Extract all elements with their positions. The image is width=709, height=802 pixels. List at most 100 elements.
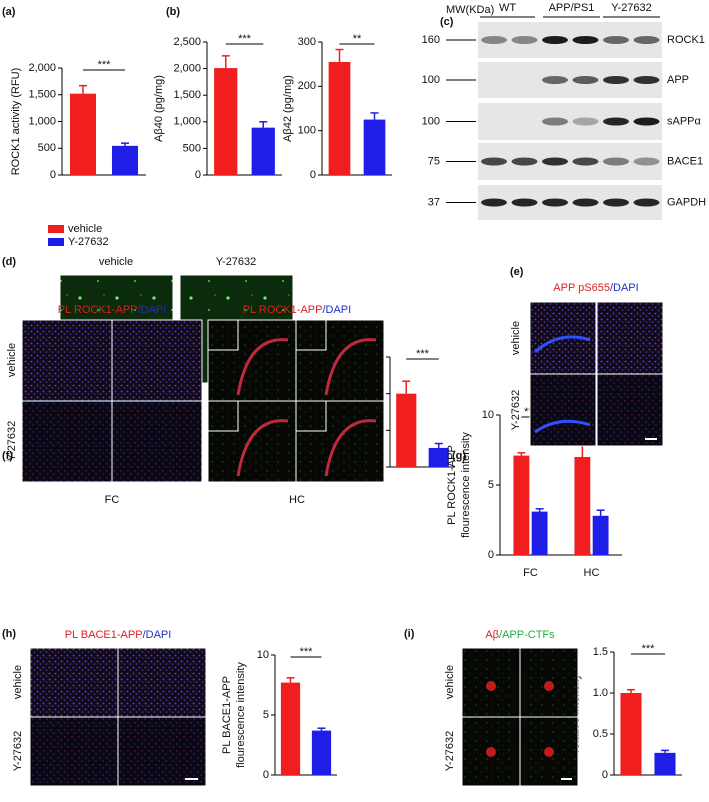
y-tick-label: 2,000 [28, 62, 56, 74]
micrograph [295, 400, 385, 483]
image-title: PL ROCK1-APP/DAPI [243, 304, 351, 316]
figure-layer: (a) (b)(c)(d)(e)(f) (g)(h) (i)05001,0001,50… [2, 2, 706, 787]
blot-mw: 37 [428, 196, 440, 208]
legend-label: vehicle [68, 223, 102, 235]
y-tick-label: 2,500 [173, 36, 201, 48]
blot-label: sAPPα [667, 115, 702, 127]
x-tick-label: HC [584, 567, 600, 579]
bar [654, 752, 676, 775]
bar [574, 457, 591, 555]
y-tick-label: 1,000 [173, 116, 201, 128]
significance-label: *** [238, 33, 252, 45]
y-tick-label: 10 [257, 649, 269, 661]
inset [295, 400, 327, 432]
significance-label: *** [98, 59, 112, 71]
image-title-part: PL ROCK1-APP [58, 304, 138, 316]
x-tick-label: FC [523, 567, 538, 579]
panel-label: (a) [2, 6, 16, 18]
column-label: Y-27632 [216, 256, 257, 268]
image-title-part: PL BACE1-APP [65, 629, 143, 641]
row-label: Y-27632 [510, 390, 522, 431]
panel-label: (d) [2, 256, 16, 268]
blot-band [542, 198, 568, 207]
blot-band [572, 198, 599, 207]
panel-label: (b) [166, 6, 180, 18]
inset [207, 319, 239, 351]
micrograph [21, 319, 113, 402]
blot-band [542, 36, 568, 44]
bar [111, 145, 139, 175]
blot-label: ROCK1 [667, 34, 705, 46]
image-title: Aβ/APP-CTFs [485, 629, 555, 641]
bar [592, 515, 609, 555]
y-axis-label: PL BACE1-APP [221, 676, 233, 754]
image-title-part: Aβ [485, 629, 499, 641]
image-title-part: APP pS655 [553, 282, 610, 294]
blot-band [633, 76, 660, 84]
y-tick-label: 10 [482, 409, 494, 421]
blot-band [603, 36, 629, 44]
y-tick-label: 500 [183, 142, 201, 154]
y-tick-label: 2,000 [173, 63, 201, 75]
bar [513, 455, 530, 555]
y-axis-label: flourescence intensity [235, 662, 247, 768]
row-label: vehicle [510, 321, 522, 355]
blot-band [511, 36, 538, 44]
micrograph [596, 301, 664, 375]
blot-band [633, 117, 660, 126]
micrograph [529, 373, 597, 447]
y-tick-label: 5 [488, 479, 494, 491]
row-label: Y-27632 [12, 731, 24, 772]
blot-band [572, 76, 599, 84]
hippocampus [236, 338, 289, 396]
panel-label: (h) [2, 628, 16, 640]
image-title-part: /DAPI [143, 629, 172, 641]
significance-label: *** [300, 646, 314, 658]
significance-label: *** [416, 348, 430, 360]
blot-band [542, 117, 568, 126]
plaque [486, 681, 496, 691]
y-axis-label: ROCK1 activity (RFU) [10, 68, 22, 176]
y-axis-label: Aβ40 (pg/mg) [153, 75, 165, 142]
micrograph [596, 373, 664, 447]
micrograph [117, 647, 207, 718]
plaque [544, 747, 554, 757]
micrograph [111, 319, 203, 402]
y-tick-label: 5 [263, 709, 269, 721]
image-title: PL ROCK1-APP/DAPI [58, 304, 166, 316]
bar [251, 127, 275, 175]
row-label: vehicle [6, 343, 18, 377]
bar [531, 511, 548, 555]
panel-label: (c) [440, 16, 454, 28]
bar [428, 447, 449, 467]
blot-strip [478, 185, 662, 220]
blot-band [542, 157, 568, 166]
y-tick-label: 200 [298, 80, 316, 92]
blot-band [603, 76, 629, 84]
blot-band [572, 36, 599, 44]
blot-label: BACE1 [667, 155, 703, 167]
blot-band [572, 157, 599, 166]
region-label: HC [289, 494, 305, 506]
blot-band [542, 76, 568, 84]
blot-mw: 100 [422, 115, 440, 127]
hippocampus [236, 419, 289, 477]
blot-mw: 100 [422, 74, 440, 86]
y-tick-label: 1,500 [173, 89, 201, 101]
blot-band [481, 36, 507, 44]
blot-group: Y-27632 [611, 2, 652, 14]
blot-strip [478, 62, 662, 98]
bar [214, 68, 238, 175]
panel-label: (g) [452, 450, 466, 462]
panel-label: (e) [510, 266, 524, 278]
hippocampus [534, 419, 591, 434]
hippocampus [324, 419, 377, 477]
plaque [544, 681, 554, 691]
micrograph [295, 319, 385, 402]
blot-band [633, 157, 660, 166]
micrograph [29, 716, 119, 787]
blot-band [633, 36, 660, 44]
y-tick-label: 0 [50, 169, 56, 181]
legend-swatch [48, 238, 64, 246]
